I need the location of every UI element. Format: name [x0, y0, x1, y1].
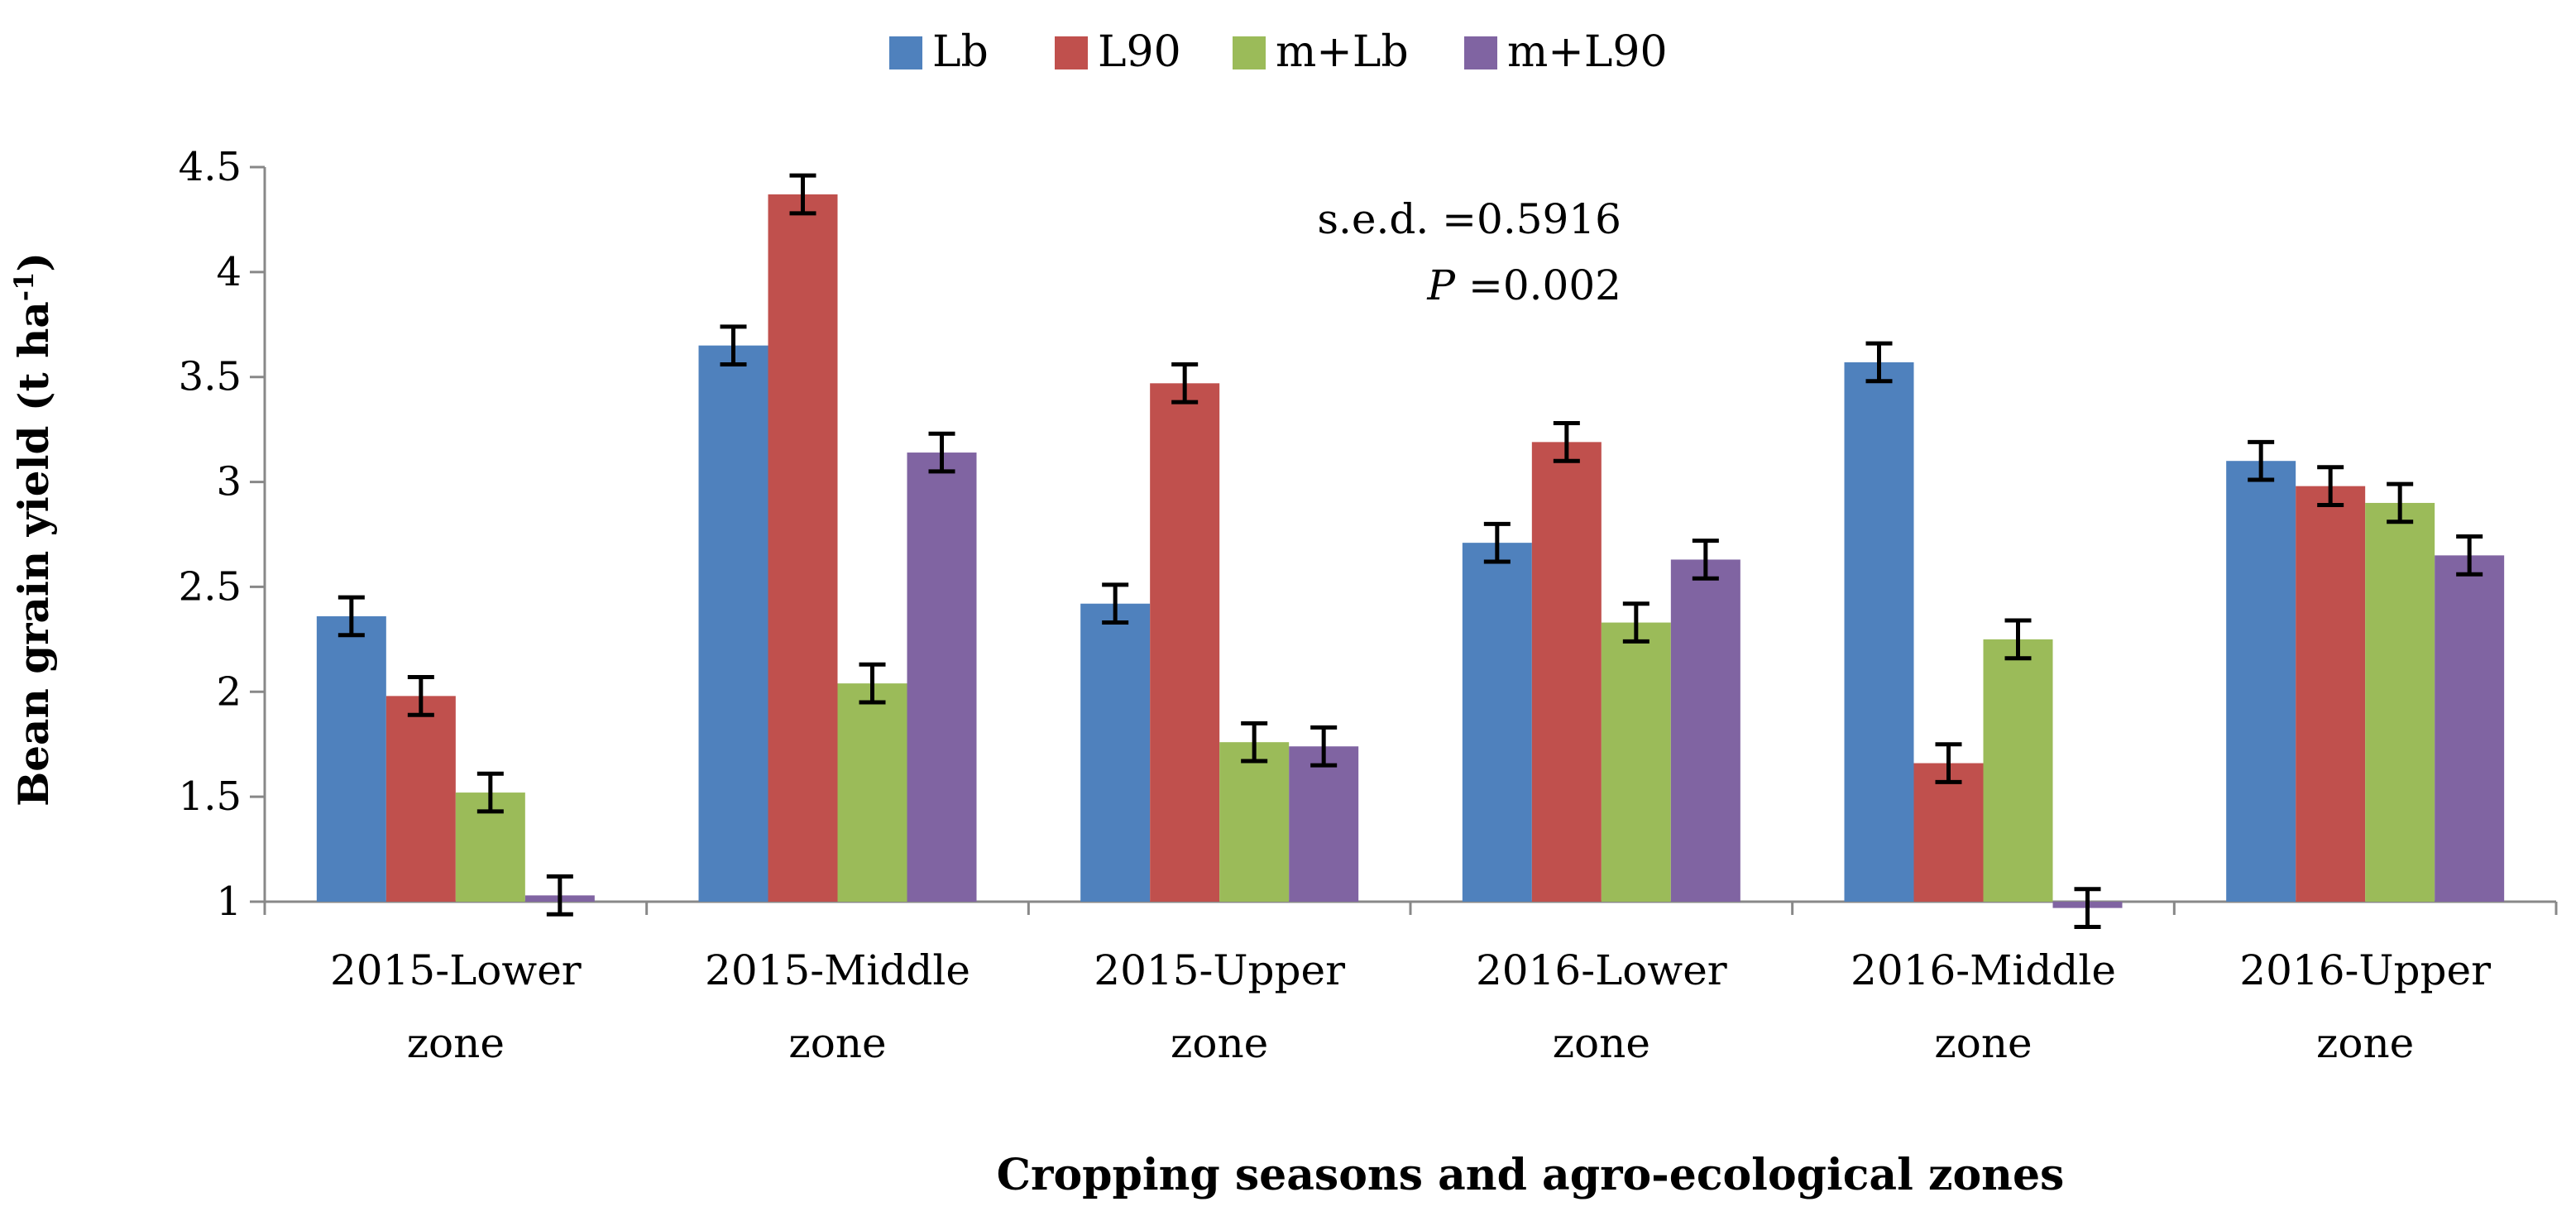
error-bar — [476, 771, 504, 814]
y-tick-label: 1.5 — [179, 773, 242, 820]
error-bar — [2456, 534, 2483, 577]
bar-l90 — [768, 194, 838, 903]
error-bar — [2074, 887, 2101, 929]
legend-label: m+Lb — [1276, 27, 1409, 77]
y-tick-label: 3 — [216, 459, 242, 505]
bar-l90 — [1531, 442, 1602, 902]
legend: Lb L90 m+Lb m+L90 — [889, 27, 1668, 77]
y-tick-label: 3.5 — [179, 354, 242, 400]
bar-mplus-l90 — [2435, 555, 2505, 902]
legend-item: m+L90 — [1464, 27, 1668, 77]
bar-mplus-lb — [1983, 639, 2053, 902]
category-label: 2015-Lower — [330, 946, 582, 994]
category-label: zone — [1553, 1019, 1650, 1067]
bar-mplus-l90 — [1670, 559, 1740, 902]
error-bar — [1171, 362, 1199, 405]
error-bar — [928, 431, 955, 474]
error-bar — [1102, 582, 1129, 625]
category-label: 2015-Upper — [1094, 946, 1345, 994]
error-bar — [2004, 618, 2032, 661]
error-bar — [407, 675, 434, 717]
bar-lb — [1844, 362, 1914, 902]
error-bar — [546, 874, 573, 917]
y-tick-labels: 1 1.5 2 2.5 3 3.5 4 4.5 — [179, 144, 265, 925]
bar-l90 — [1913, 763, 1984, 902]
bar-l90 — [2296, 486, 2366, 902]
legend-swatch — [1055, 36, 1088, 69]
y-tick-label: 4 — [216, 249, 242, 295]
bar-mplus-lb — [2365, 502, 2435, 902]
bar-mplus-l90 — [907, 452, 977, 902]
bar-mplus-l90 — [1289, 746, 1359, 902]
category-label: zone — [2316, 1019, 2414, 1067]
x-axis-label: Cropping seasons and agro-ecological zon… — [997, 1150, 2065, 1200]
category-label: zone — [407, 1019, 505, 1067]
bar-lb — [1080, 603, 1151, 902]
bar-lb — [2226, 461, 2296, 902]
bar-lb — [1462, 543, 1532, 902]
error-bar — [1310, 725, 1338, 768]
legend-item: Lb — [889, 27, 989, 77]
category-label: 2016-Upper — [2239, 946, 2491, 994]
bar-l90 — [385, 696, 456, 902]
error-bar — [789, 173, 816, 216]
error-bar — [859, 662, 886, 705]
error-bar — [1865, 341, 1893, 384]
y-tick-label: 2 — [216, 668, 242, 715]
error-bar — [1622, 601, 1650, 644]
category-label: 2015-Middle — [705, 946, 970, 994]
bar-lb — [316, 615, 386, 902]
bars — [316, 194, 2505, 908]
error-bar — [1553, 421, 1580, 463]
legend-label: L90 — [1098, 27, 1181, 77]
legend-swatch — [1233, 36, 1266, 69]
error-bar — [2248, 439, 2275, 482]
error-bar — [1483, 521, 1511, 564]
error-bars — [338, 173, 2483, 929]
legend-swatch — [889, 36, 922, 69]
error-bar — [1692, 539, 1719, 581]
y-tick-label: 2.5 — [179, 563, 242, 610]
error-bar — [338, 595, 365, 638]
error-bar — [2387, 481, 2414, 524]
error-bar — [2317, 465, 2344, 507]
error-bar — [1241, 721, 1268, 764]
bar-mplus-lb — [1219, 742, 1290, 902]
category-labels: 2015-Lower zone 2015-Middle zone 2015-Upper z… — [263, 902, 2558, 1067]
legend-label: Lb — [932, 27, 989, 77]
category-label: zone — [1171, 1019, 1268, 1067]
legend-item: L90 — [1055, 27, 1181, 77]
bar-mplus-lb — [837, 683, 907, 902]
legend-item: m+Lb — [1233, 27, 1409, 77]
legend-label: m+L90 — [1507, 27, 1668, 77]
y-tick-label: 4.5 — [179, 144, 242, 190]
error-bar — [1935, 742, 1962, 784]
bar-lb — [698, 345, 768, 903]
sed-annotation: s.e.d. =0.5916 — [1317, 195, 1621, 243]
y-axis-label: Bean grain yield (t ha-1) — [8, 252, 58, 807]
legend-swatch — [1464, 36, 1497, 69]
bar-mplus-lb — [1601, 622, 1671, 902]
category-label: 2016-Middle — [1851, 946, 2116, 994]
category-label: 2016-Lower — [1476, 946, 1727, 994]
bar-l90 — [1150, 383, 1220, 903]
error-bar — [720, 324, 747, 366]
y-tick-label: 1 — [216, 879, 242, 925]
p-value-annotation: P =0.002 — [1426, 261, 1621, 309]
category-label: zone — [1934, 1019, 2032, 1067]
category-label: zone — [788, 1019, 886, 1067]
